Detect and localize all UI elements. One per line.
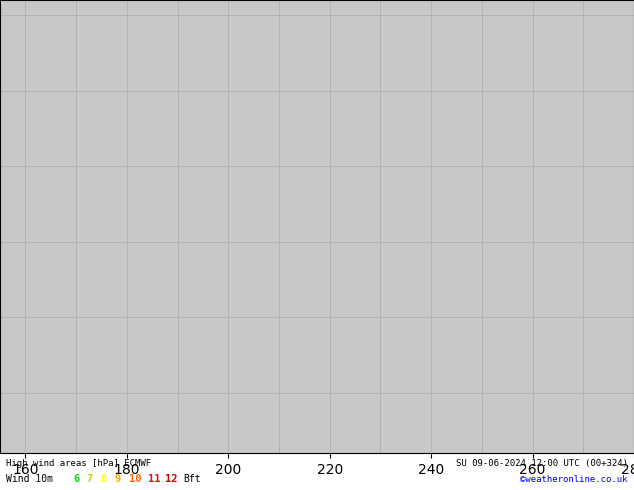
Text: 10: 10: [129, 474, 141, 485]
Text: 11: 11: [148, 474, 160, 485]
Text: High wind areas [hPa] ECMWF: High wind areas [hPa] ECMWF: [6, 459, 152, 468]
Text: 9: 9: [115, 474, 121, 485]
Text: 7: 7: [87, 474, 93, 485]
Text: SU 09-06-2024 12:00 UTC (00+324): SU 09-06-2024 12:00 UTC (00+324): [456, 459, 628, 468]
Text: 8: 8: [101, 474, 107, 485]
Text: 12: 12: [165, 474, 178, 485]
Text: ©weatheronline.co.uk: ©weatheronline.co.uk: [520, 475, 628, 485]
Text: 6: 6: [73, 474, 79, 485]
Text: Wind 10m: Wind 10m: [6, 474, 53, 485]
Text: Bft: Bft: [183, 474, 201, 485]
